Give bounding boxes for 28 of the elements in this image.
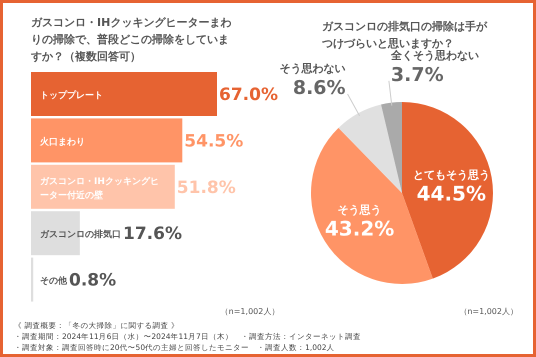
chart-title: ガスコンロの排気口の掃除は手がつけづらいと思いますか？	[321, 20, 488, 50]
pie-slice	[338, 104, 402, 193]
data-label: 67.0%	[219, 85, 278, 105]
slice-label: 全くそう思わない	[390, 48, 479, 62]
data-label: 8.6%	[292, 76, 346, 99]
slice-label: とてもそう思う	[412, 168, 490, 182]
data-label: 51.8%	[176, 178, 236, 198]
pie-slice	[402, 102, 493, 279]
y-tick-label: ガスコンロの排気口	[40, 229, 121, 240]
text: （n=1,002人）	[220, 307, 280, 316]
text: （n=1,002人）	[459, 307, 518, 316]
y-tick-label: その他	[40, 276, 68, 287]
data-label: 43.2%	[324, 216, 394, 241]
data-label: 0.8%	[69, 270, 116, 291]
slice-label: そう思わない	[280, 62, 346, 75]
data-label: 44.5%	[416, 181, 486, 206]
y-tick-label: 火口まわり	[40, 136, 85, 148]
y-tick-label: トッププレート	[40, 90, 103, 101]
pie-slice	[381, 102, 402, 193]
y-tick-label: ガスコンロ・IHクッキングヒーター付近の壁	[40, 176, 159, 201]
data-label: 17.6%	[123, 224, 182, 244]
bar	[31, 72, 217, 116]
slice-label: そう思う	[338, 204, 382, 217]
data-label: 54.5%	[184, 131, 244, 152]
chart-title: ガスコンロ・IHクッキングヒーターまわりの掃除で、普段どこの掃除をしていますか？（複数回答可）	[30, 16, 232, 63]
bar	[31, 164, 175, 209]
bar	[31, 118, 182, 162]
data-label: 3.7%	[390, 64, 444, 86]
